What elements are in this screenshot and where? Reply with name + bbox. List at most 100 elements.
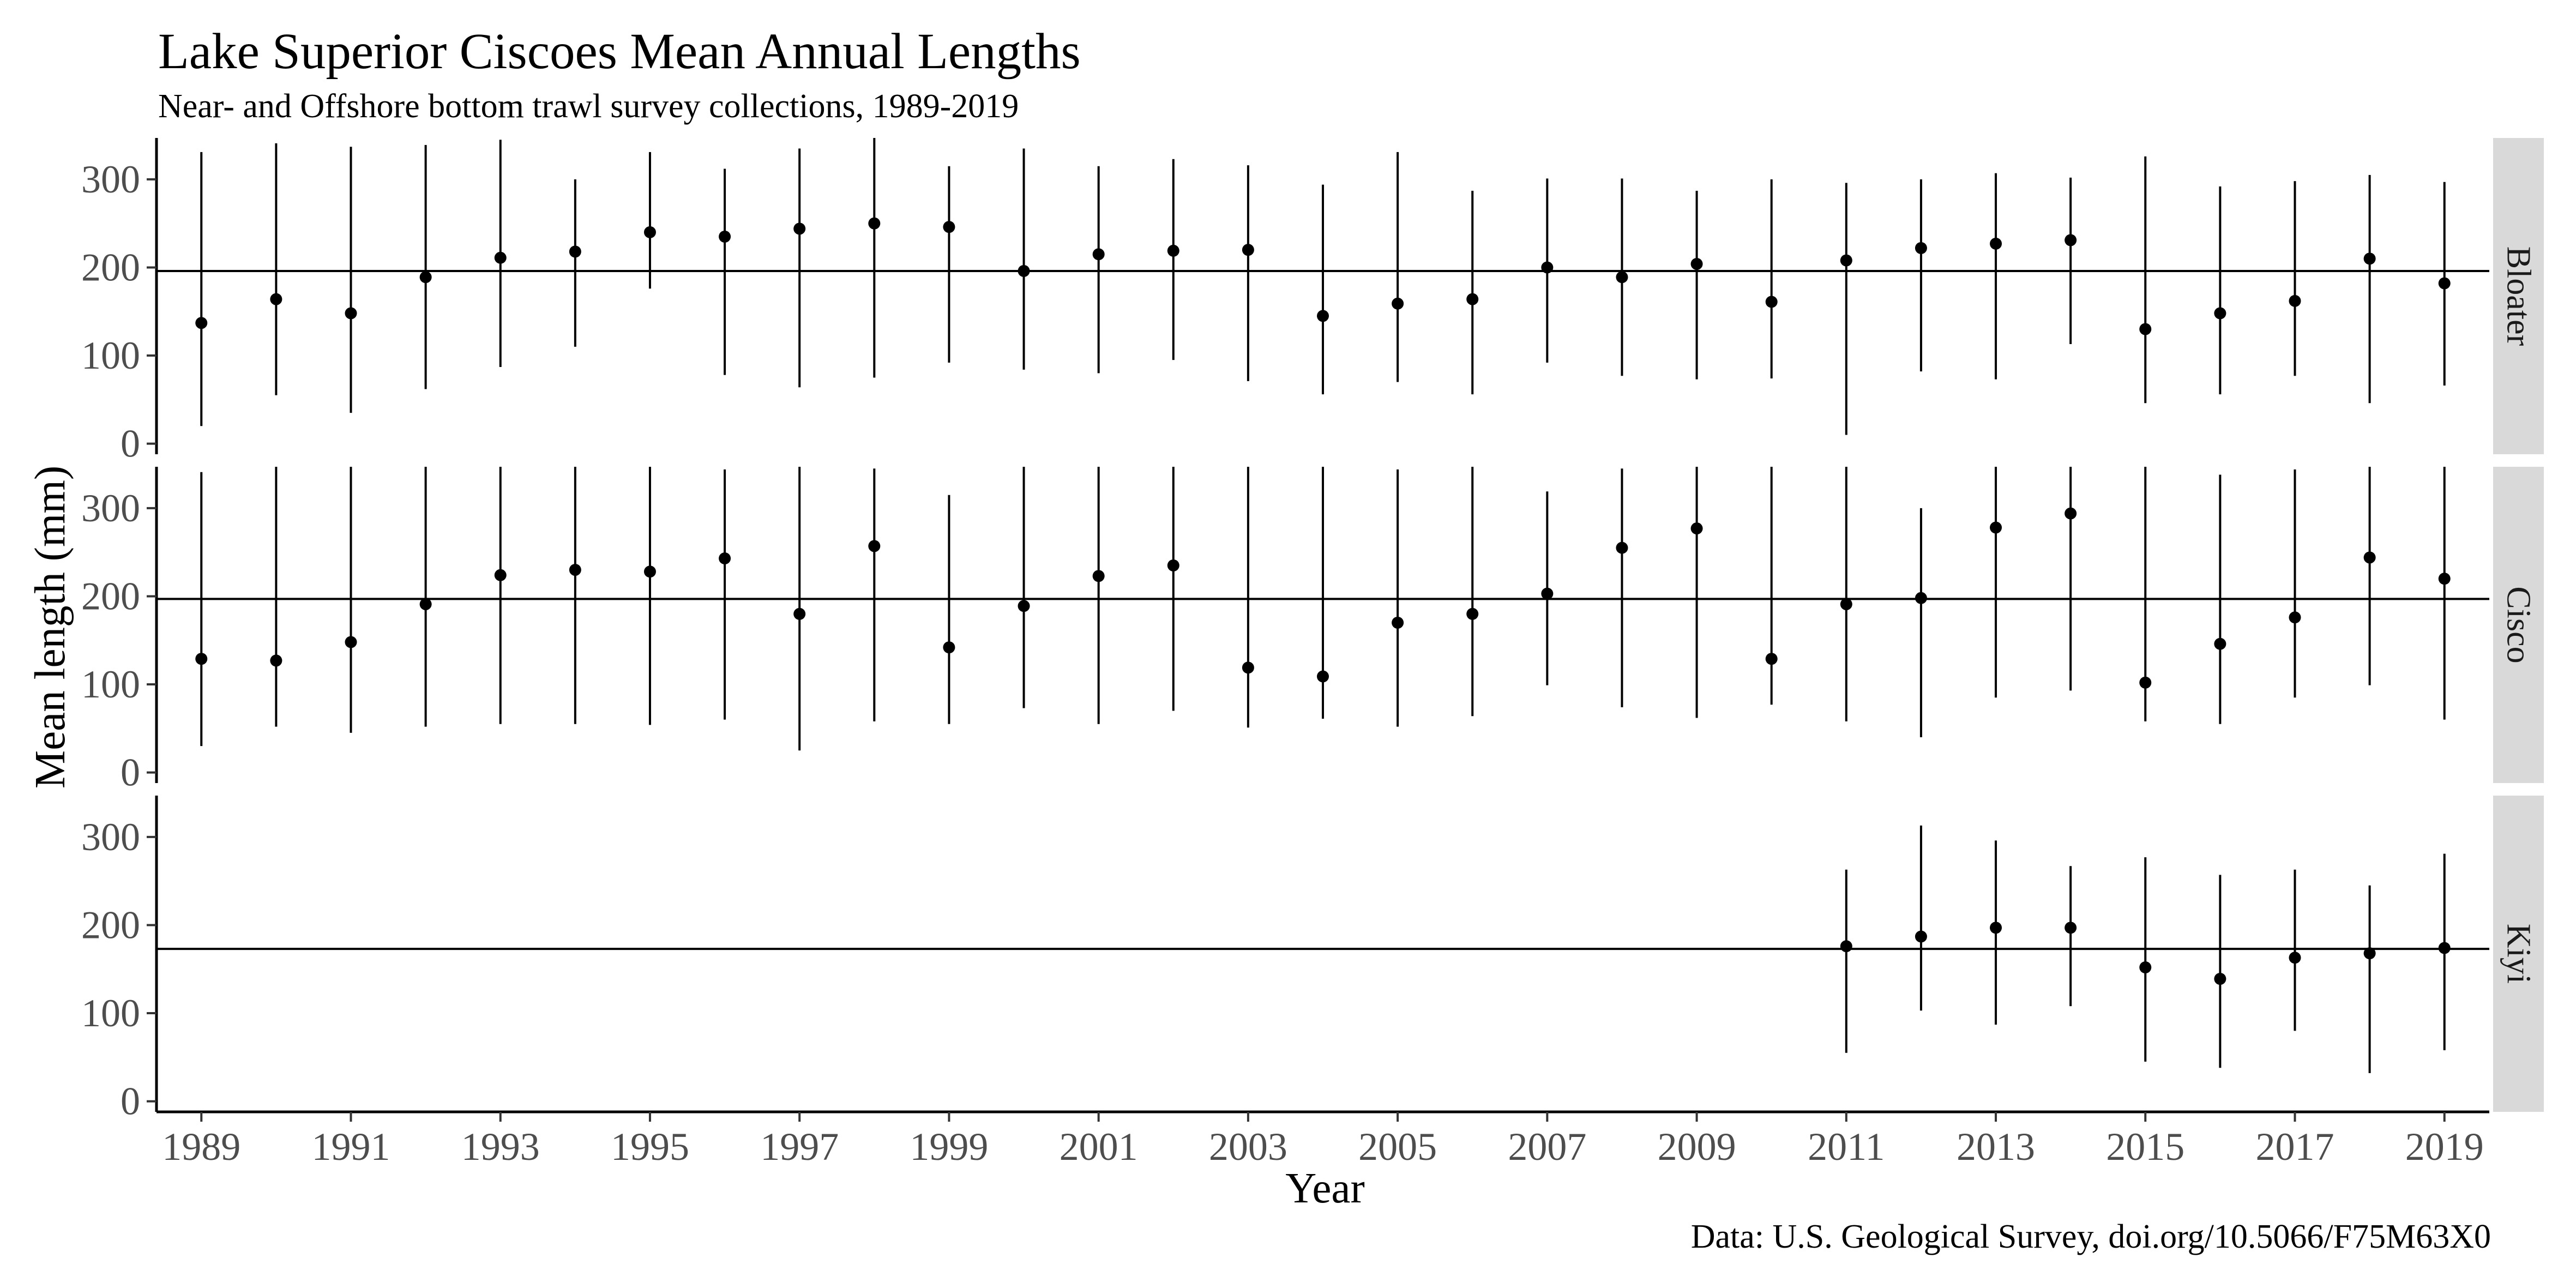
- x-tick-label: 2013: [1957, 1125, 2035, 1169]
- data-point: [1317, 310, 1329, 322]
- data-point: [1242, 244, 1254, 256]
- y-tick-label: 200: [81, 245, 140, 289]
- facet-strip: [2493, 467, 2544, 783]
- data-point: [1990, 237, 2002, 250]
- y-tick-label: 300: [81, 815, 140, 859]
- data-point: [1167, 559, 1179, 571]
- y-tick-label: 0: [121, 422, 140, 466]
- data-point: [1541, 587, 1554, 600]
- data-point: [2214, 973, 2226, 985]
- data-point: [195, 653, 208, 665]
- data-point: [494, 251, 507, 264]
- y-tick-label: 100: [81, 991, 140, 1035]
- x-tick-label: 1997: [760, 1125, 839, 1169]
- data-point: [2139, 961, 2152, 974]
- chart-title: Lake Superior Ciscoes Mean Annual Length…: [158, 23, 1081, 80]
- chart-subtitle: Near- and Offshore bottom trawl survey c…: [158, 88, 1019, 125]
- y-tick-label: 300: [81, 158, 140, 201]
- data-point: [2363, 947, 2376, 960]
- x-tick-label: 2009: [1658, 1125, 1736, 1169]
- data-point: [1392, 616, 1404, 629]
- x-tick-label: 2001: [1060, 1125, 1138, 1169]
- data-point: [345, 307, 357, 320]
- x-tick-label: 2015: [2106, 1125, 2184, 1169]
- panel-kiyi: 0 100 200 300 Kiyi: [81, 796, 2544, 1123]
- data-point: [2363, 252, 2376, 265]
- data-point: [1317, 670, 1329, 683]
- y-tick-label: 100: [81, 334, 140, 377]
- data-point: [643, 565, 656, 578]
- data-point: [2065, 234, 2077, 246]
- facet-strip-label: Cisco: [2500, 586, 2537, 663]
- data-point: [793, 607, 806, 620]
- data-point: [195, 317, 208, 329]
- y-tick-label: 100: [81, 663, 140, 706]
- data-point: [2214, 637, 2226, 650]
- facet-strip-label: Kiyi: [2500, 924, 2537, 984]
- data-point: [2438, 277, 2451, 290]
- data-point: [270, 293, 282, 305]
- y-axis-title: Mean length (mm): [27, 466, 74, 789]
- data-point: [1092, 248, 1105, 261]
- data-point: [1840, 598, 1852, 611]
- data-point: [1690, 258, 1703, 270]
- x-tick-label: 2011: [1808, 1125, 1885, 1169]
- data-caption: Data: U.S. Geological Survey, doi.org/10…: [1691, 1218, 2491, 1255]
- data-point: [1167, 244, 1179, 257]
- data-point: [1990, 521, 2002, 534]
- x-axis: 1989 1991 1993 1995 1997 1999 2001 2003 2005 2007…: [162, 1112, 2484, 1169]
- data-point: [868, 217, 881, 230]
- x-tick-label: 2017: [2256, 1125, 2334, 1169]
- data-point: [1092, 570, 1105, 582]
- x-axis-title: Year: [1285, 1165, 1365, 1212]
- data-point: [2438, 942, 2451, 954]
- data-point: [2065, 507, 2077, 520]
- data-point: [643, 226, 656, 238]
- data-point: [1915, 930, 1927, 943]
- data-point: [569, 245, 581, 258]
- data-point: [1765, 296, 1778, 308]
- data-point: [1466, 607, 1479, 620]
- data-point: [2438, 573, 2451, 585]
- y-tick-label: 0: [121, 751, 140, 795]
- data-point: [1466, 293, 1479, 305]
- data-point: [1990, 922, 2002, 934]
- data-point: [1018, 600, 1030, 612]
- data-point: [1765, 653, 1778, 665]
- facet-strip-label: Bloater: [2500, 246, 2537, 346]
- x-tick-label: 1991: [312, 1125, 390, 1169]
- data-point: [494, 569, 507, 581]
- data-point: [943, 221, 955, 233]
- y-tick-label: 200: [81, 574, 140, 618]
- data-point: [1541, 261, 1554, 274]
- x-tick-label: 2003: [1209, 1125, 1287, 1169]
- data-point: [2139, 323, 2152, 335]
- data-point: [719, 230, 731, 243]
- data-point: [1018, 264, 1030, 277]
- data-point: [2065, 922, 2077, 934]
- data-point: [2289, 611, 2301, 624]
- x-tick-label: 1989: [162, 1125, 240, 1169]
- data-point: [1840, 254, 1852, 267]
- panel-bloater: 0 100 200 300 Bloater: [81, 138, 2544, 466]
- facet-strip: [2493, 796, 2544, 1112]
- data-point: [270, 654, 282, 667]
- y-tick-label: 200: [81, 903, 140, 947]
- data-point: [1242, 661, 1254, 674]
- data-point: [569, 564, 581, 576]
- data-point: [943, 641, 955, 654]
- data-point: [1616, 541, 1628, 554]
- data-point: [1840, 940, 1852, 953]
- data-point: [2289, 294, 2301, 307]
- data-point: [1392, 297, 1404, 310]
- data-point: [345, 636, 357, 648]
- data-point: [719, 552, 731, 565]
- data-point: [1616, 271, 1628, 284]
- panel-cisco: 0 100 200 300 Cisco: [81, 467, 2544, 795]
- y-tick-label: 300: [81, 486, 140, 530]
- data-point: [419, 598, 432, 611]
- data-point: [2289, 952, 2301, 964]
- data-point: [868, 540, 881, 552]
- data-point: [2363, 551, 2376, 564]
